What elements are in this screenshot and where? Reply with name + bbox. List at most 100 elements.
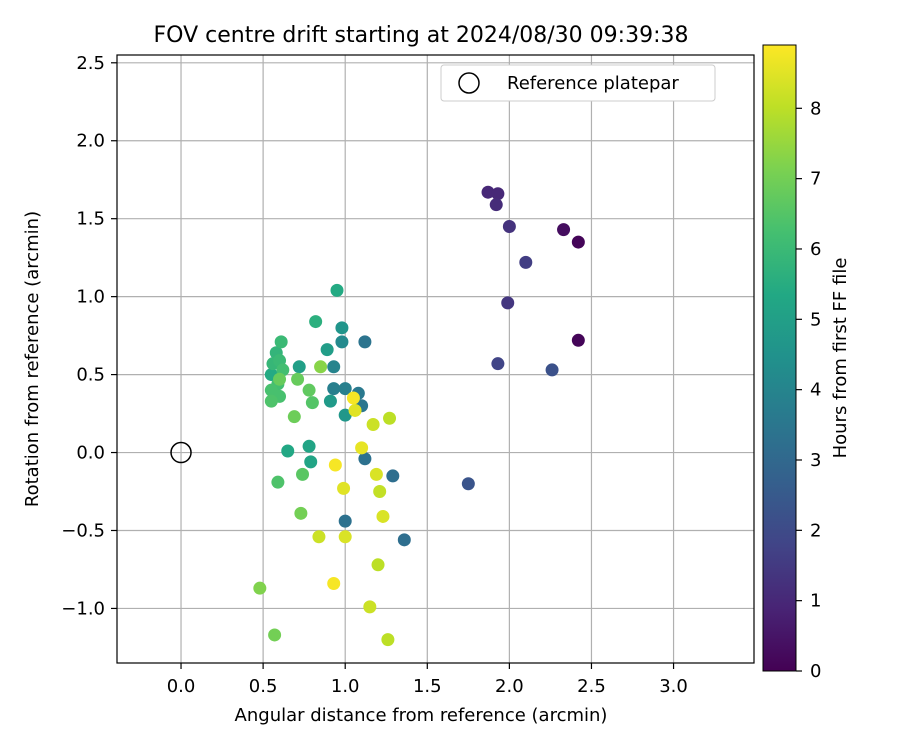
data-point	[397, 533, 411, 547]
data-point	[545, 363, 559, 377]
data-point	[271, 475, 285, 489]
legend: Reference platepar	[440, 64, 716, 102]
colorbar-tick-label: 7	[810, 169, 821, 190]
data-point	[501, 296, 515, 310]
data-point	[338, 408, 352, 422]
data-point	[571, 333, 585, 347]
chart-title: FOV centre drift starting at 2024/08/30 …	[154, 23, 689, 48]
data-point	[327, 382, 341, 396]
data-point	[502, 219, 516, 233]
y-tick-label: 2.0	[76, 131, 105, 152]
legend-reference-marker-icon	[458, 72, 480, 94]
data-point	[371, 558, 385, 572]
data-point	[383, 411, 397, 425]
data-point	[335, 321, 349, 335]
colorbar-tick-label: 2	[810, 520, 821, 541]
colorbar-tick-label: 4	[810, 380, 821, 401]
y-tick-label: 1.5	[76, 209, 105, 230]
x-tick-label: 2.0	[495, 676, 524, 697]
data-point	[327, 576, 341, 590]
x-axis-ticks: 0.0 0.5 1.0 1.5 2.0 2.5 3.0	[167, 663, 688, 697]
y-tick-label: 0.0	[76, 443, 105, 464]
x-tick-label: 3.0	[659, 676, 688, 697]
data-point	[302, 383, 316, 397]
data-point	[358, 335, 372, 349]
data-point	[328, 458, 342, 472]
data-point	[314, 360, 328, 374]
data-point	[304, 455, 318, 469]
reference-platepar-marker	[170, 441, 192, 464]
legend-box	[440, 64, 716, 102]
colorbar-tick-label: 8	[810, 98, 821, 119]
grid-lines	[117, 55, 754, 663]
data-point	[296, 467, 310, 481]
x-tick-label: 2.5	[577, 676, 606, 697]
data-point	[491, 357, 505, 371]
data-point	[491, 187, 505, 201]
y-tick-label: −0.5	[61, 520, 105, 541]
data-point	[481, 185, 495, 199]
colorbar-tick-label: 3	[810, 450, 821, 471]
data-point	[323, 394, 337, 408]
data-point	[376, 509, 390, 523]
data-point	[294, 506, 308, 520]
data-point	[273, 372, 287, 386]
data-point	[461, 477, 475, 491]
y-axis-label: Rotation from reference (arcmin)	[22, 211, 43, 507]
data-point	[305, 396, 319, 410]
x-tick-label: 1.0	[331, 676, 360, 697]
colorbar-tick-label: 6	[810, 239, 821, 260]
data-point	[338, 514, 352, 528]
data-point	[557, 223, 571, 237]
data-point	[386, 469, 400, 483]
colorbar-tick-label: 1	[810, 591, 821, 612]
data-point	[358, 452, 372, 466]
data-point	[337, 481, 351, 495]
data-point	[287, 410, 301, 424]
y-tick-label: −1.0	[61, 598, 105, 619]
data-point	[348, 403, 362, 417]
data-point	[253, 581, 267, 595]
data-point	[369, 467, 383, 481]
colorbar-tick-label: 5	[810, 309, 821, 330]
data-point	[312, 530, 326, 544]
colorbar	[762, 44, 797, 672]
data-point	[264, 394, 278, 408]
data-point	[327, 360, 341, 374]
x-tick-label: 0.0	[167, 676, 196, 697]
data-point	[320, 343, 334, 357]
data-point	[363, 600, 377, 614]
data-point	[489, 198, 503, 212]
data-point	[366, 417, 380, 431]
data-point	[268, 628, 282, 642]
data-point	[274, 335, 288, 349]
colorbar-label: Hours from first FF file	[830, 258, 851, 459]
y-tick-label: 0.5	[76, 365, 105, 386]
data-point	[346, 391, 360, 405]
data-point	[338, 530, 352, 544]
x-axis-label: Angular distance from reference (arcmin)	[235, 705, 608, 726]
y-axis-ticks: −1.0 −0.5 0.0 0.5 1.0 1.5 2.0 2.5	[61, 53, 117, 619]
data-point	[302, 439, 316, 453]
data-point	[291, 372, 305, 386]
legend-entry-reference-platepar: Reference platepar	[507, 73, 679, 94]
data-point	[355, 441, 369, 455]
data-point	[330, 283, 344, 297]
plot-frame	[116, 54, 755, 664]
data-point	[281, 444, 295, 458]
data-point	[373, 485, 387, 499]
colorbar-tick-label: 0	[810, 661, 821, 682]
x-tick-label: 0.5	[249, 676, 278, 697]
data-point	[309, 315, 323, 329]
colorbar-ticks: 0 1 2 3 4 5 6 7 8	[796, 98, 821, 682]
y-tick-label: 2.5	[76, 53, 105, 74]
data-point	[571, 235, 585, 249]
data-point	[519, 255, 533, 269]
data-point	[338, 382, 352, 396]
data-points	[253, 185, 585, 647]
x-tick-label: 1.5	[413, 676, 442, 697]
data-point	[292, 360, 306, 374]
data-point	[335, 335, 349, 349]
